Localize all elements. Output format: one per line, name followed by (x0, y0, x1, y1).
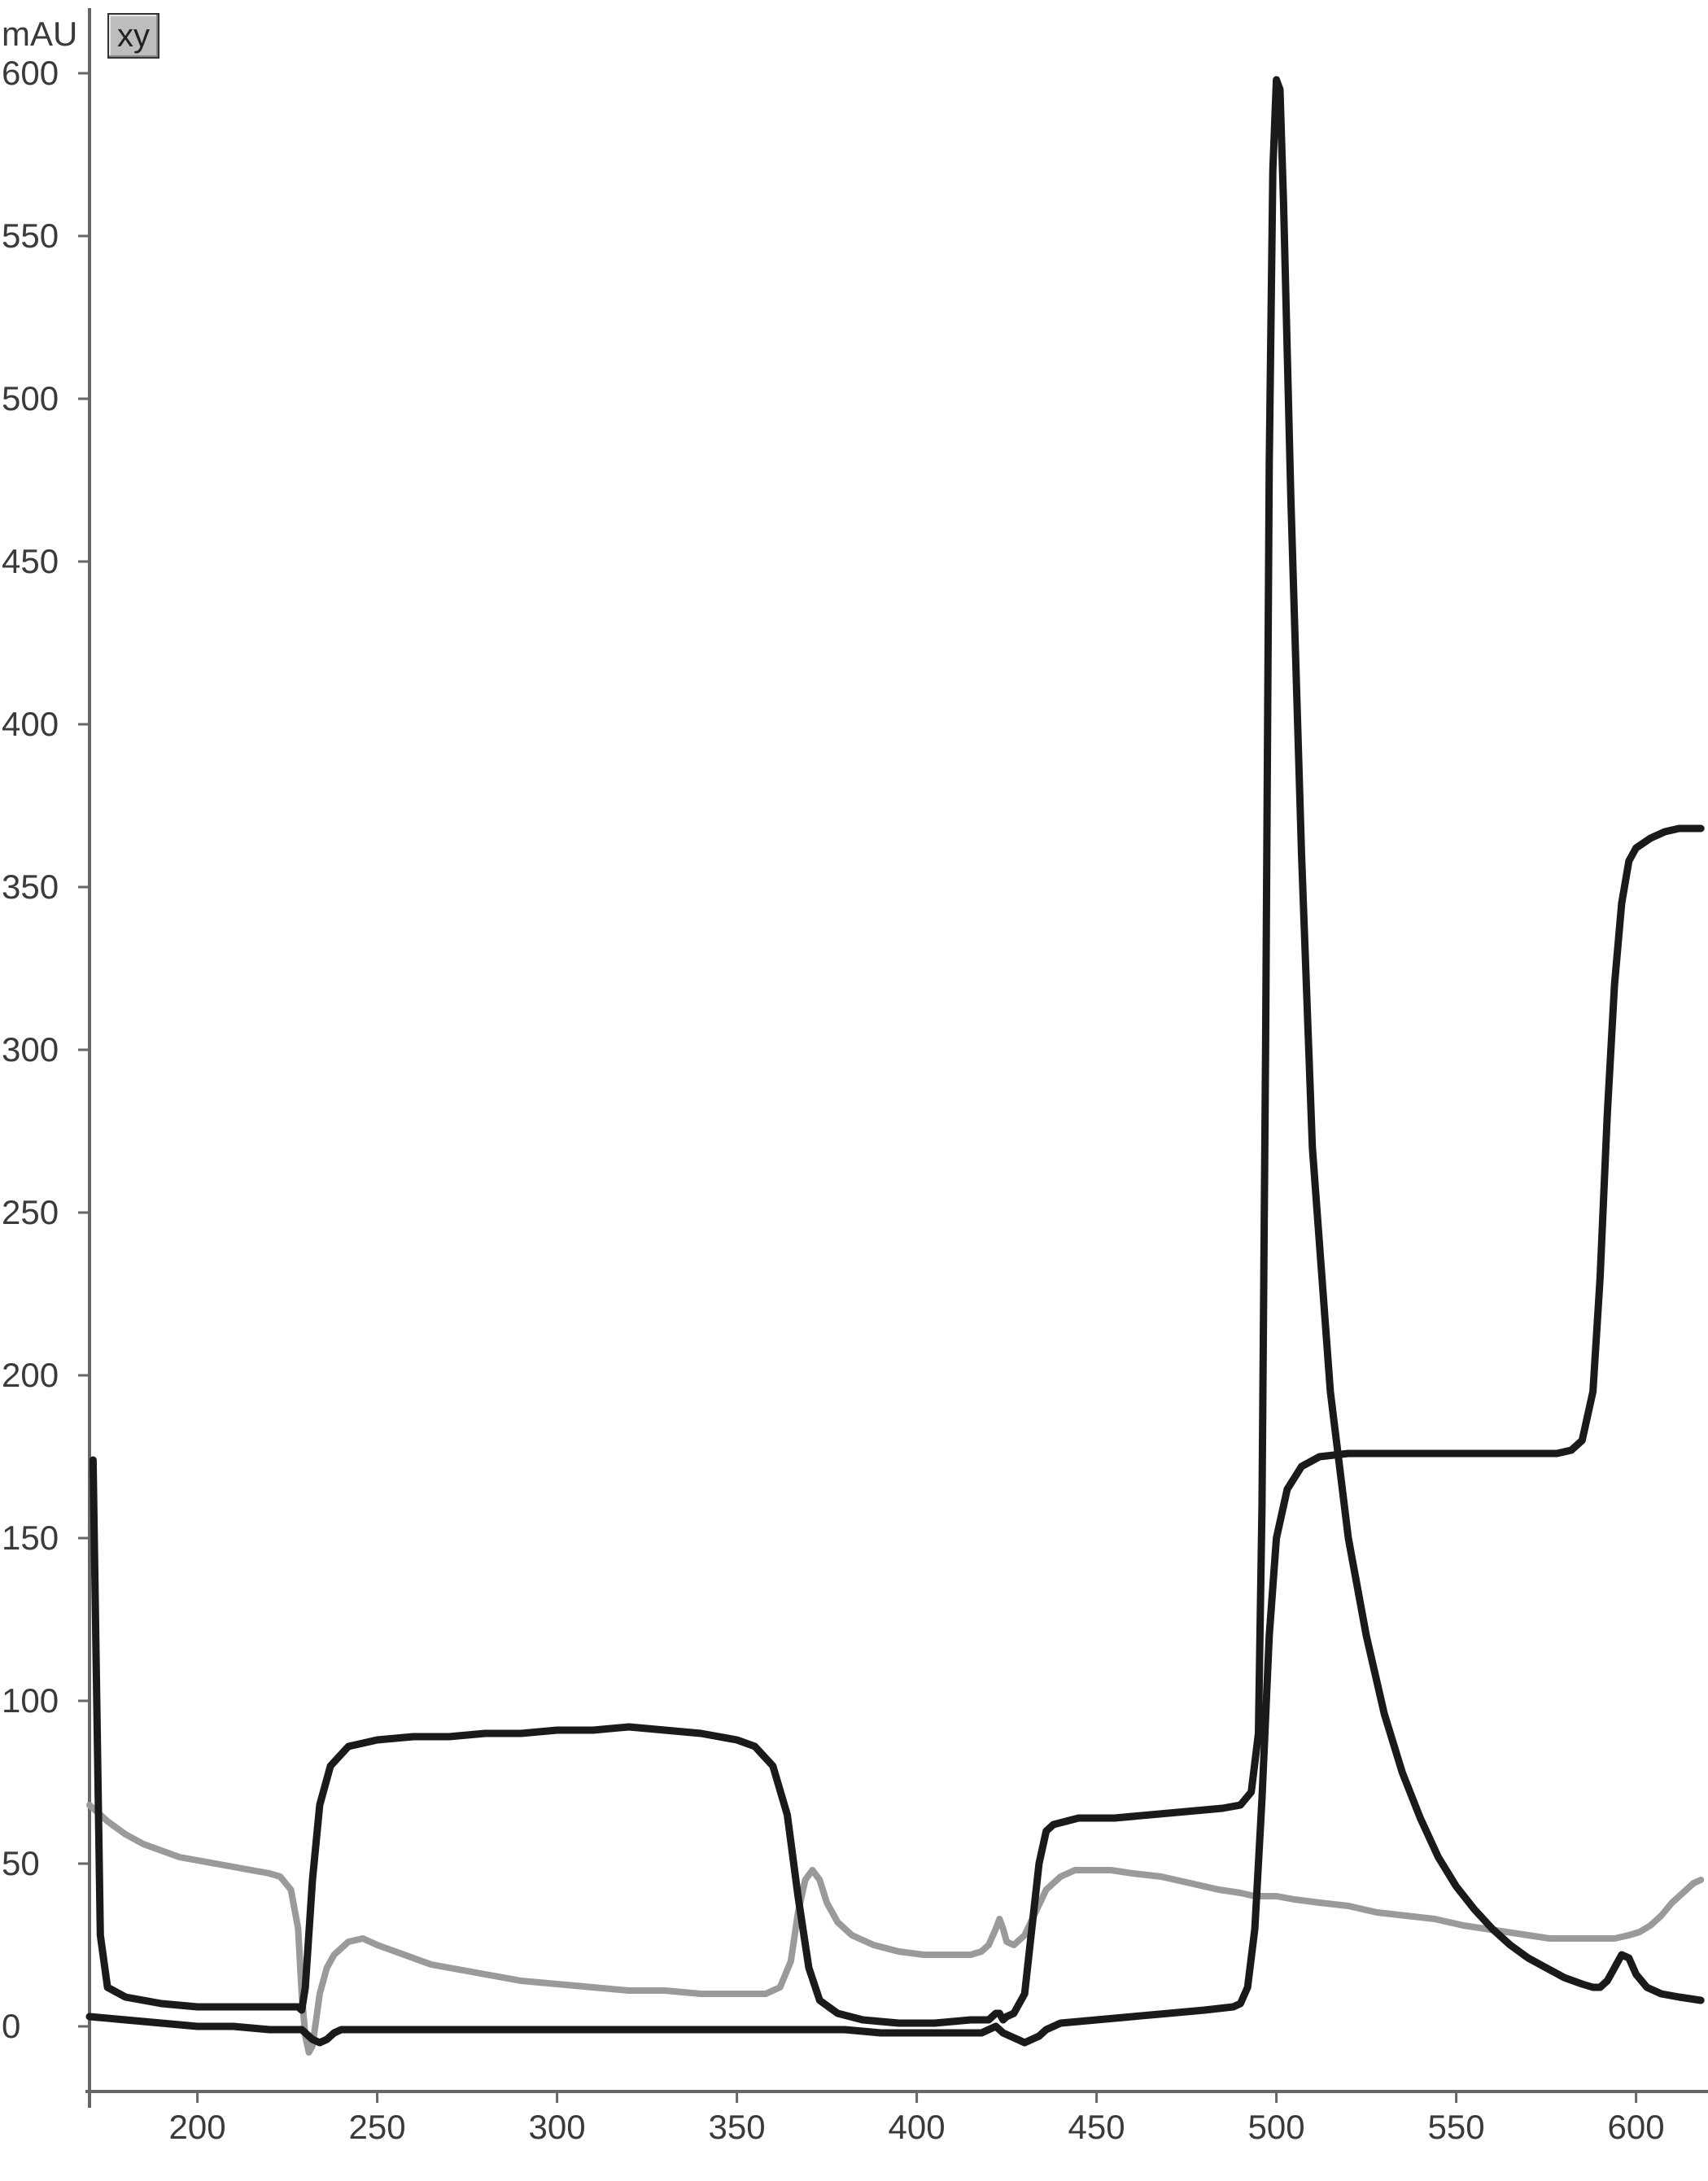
svg-text:600: 600 (2, 54, 59, 92)
svg-text:500: 500 (2, 379, 59, 417)
svg-text:300: 300 (2, 1030, 59, 1069)
svg-text:100: 100 (2, 1681, 59, 1720)
xy-zoom-button[interactable]: xy (107, 13, 159, 59)
svg-text:550: 550 (1428, 2108, 1485, 2146)
svg-text:250: 250 (349, 2108, 406, 2146)
svg-text:600: 600 (1608, 2108, 1665, 2146)
svg-text:50: 50 (2, 1844, 40, 1882)
chromatogram-chart: 050100150200250300350400450500550600mAU2… (0, 0, 1708, 2181)
svg-text:250: 250 (2, 1193, 59, 1231)
svg-text:450: 450 (1068, 2108, 1125, 2146)
xy-button-label: xy (117, 18, 150, 54)
svg-text:400: 400 (2, 705, 59, 743)
svg-text:450: 450 (2, 542, 59, 580)
svg-text:300: 300 (529, 2108, 586, 2146)
chart-svg: 050100150200250300350400450500550600mAU2… (0, 0, 1708, 2181)
svg-text:0: 0 (2, 2007, 20, 2045)
svg-text:200: 200 (169, 2108, 226, 2146)
svg-text:500: 500 (1248, 2108, 1305, 2146)
svg-text:mAU: mAU (2, 15, 77, 53)
svg-text:550: 550 (2, 216, 59, 255)
svg-text:200: 200 (2, 1356, 59, 1394)
svg-text:400: 400 (889, 2108, 946, 2146)
svg-text:150: 150 (2, 1519, 59, 1557)
svg-text:350: 350 (2, 868, 59, 906)
svg-text:350: 350 (709, 2108, 766, 2146)
